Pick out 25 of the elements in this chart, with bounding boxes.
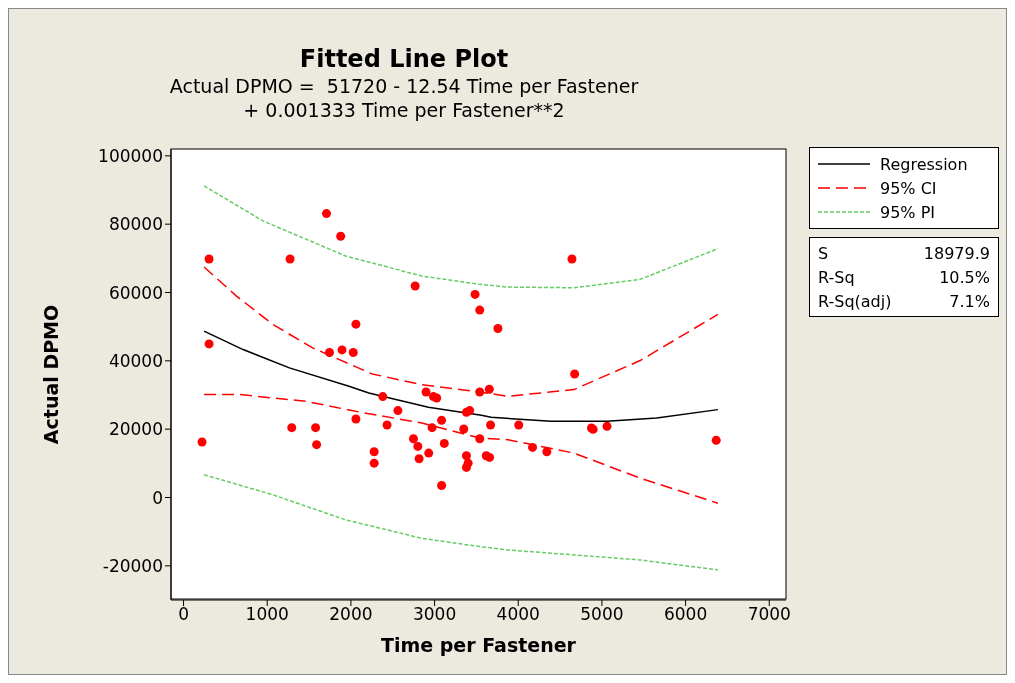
y-tick-label: 40000 bbox=[108, 350, 163, 371]
x-tick-label: 4000 bbox=[496, 604, 540, 625]
y-tick-label: -20000 bbox=[102, 555, 163, 576]
y-tick-label: 60000 bbox=[108, 282, 163, 303]
x-axis-title: Time per Fastener bbox=[381, 634, 577, 656]
x-tick-label: 7000 bbox=[747, 604, 791, 625]
y-tick-label: 20000 bbox=[108, 419, 163, 440]
text: S 18979.9 bbox=[818, 243, 990, 263]
chart-title: Fitted Line Plot bbox=[298, 45, 510, 73]
y-axis-title: Actual DPMO bbox=[39, 304, 62, 445]
x-tick-label: 2000 bbox=[329, 604, 373, 625]
legend-label: 95% CI bbox=[880, 178, 937, 198]
text: R-Sq 10.5% bbox=[818, 267, 990, 287]
y-tick-label: 100000 bbox=[98, 145, 163, 166]
x-tick-label: 5000 bbox=[580, 604, 624, 625]
x-tick-label: 0 bbox=[178, 604, 189, 625]
text: R-Sq(adj) 7.1% bbox=[818, 291, 990, 311]
x-tick-label: 1000 bbox=[245, 604, 289, 625]
y-tick-label: 0 bbox=[152, 487, 163, 508]
legend-label: Regression bbox=[880, 154, 968, 174]
y-tick-label: 80000 bbox=[108, 214, 163, 235]
chart-subtitle: Actual DPMO = 51720 - 12.54 Time per Fastener + 0.001333 Time per Fastener**2 bbox=[168, 75, 640, 121]
legend-label: 95% PI bbox=[880, 202, 936, 222]
x-tick-label: 3000 bbox=[412, 604, 457, 625]
x-tick-label: 6000 bbox=[663, 604, 708, 625]
